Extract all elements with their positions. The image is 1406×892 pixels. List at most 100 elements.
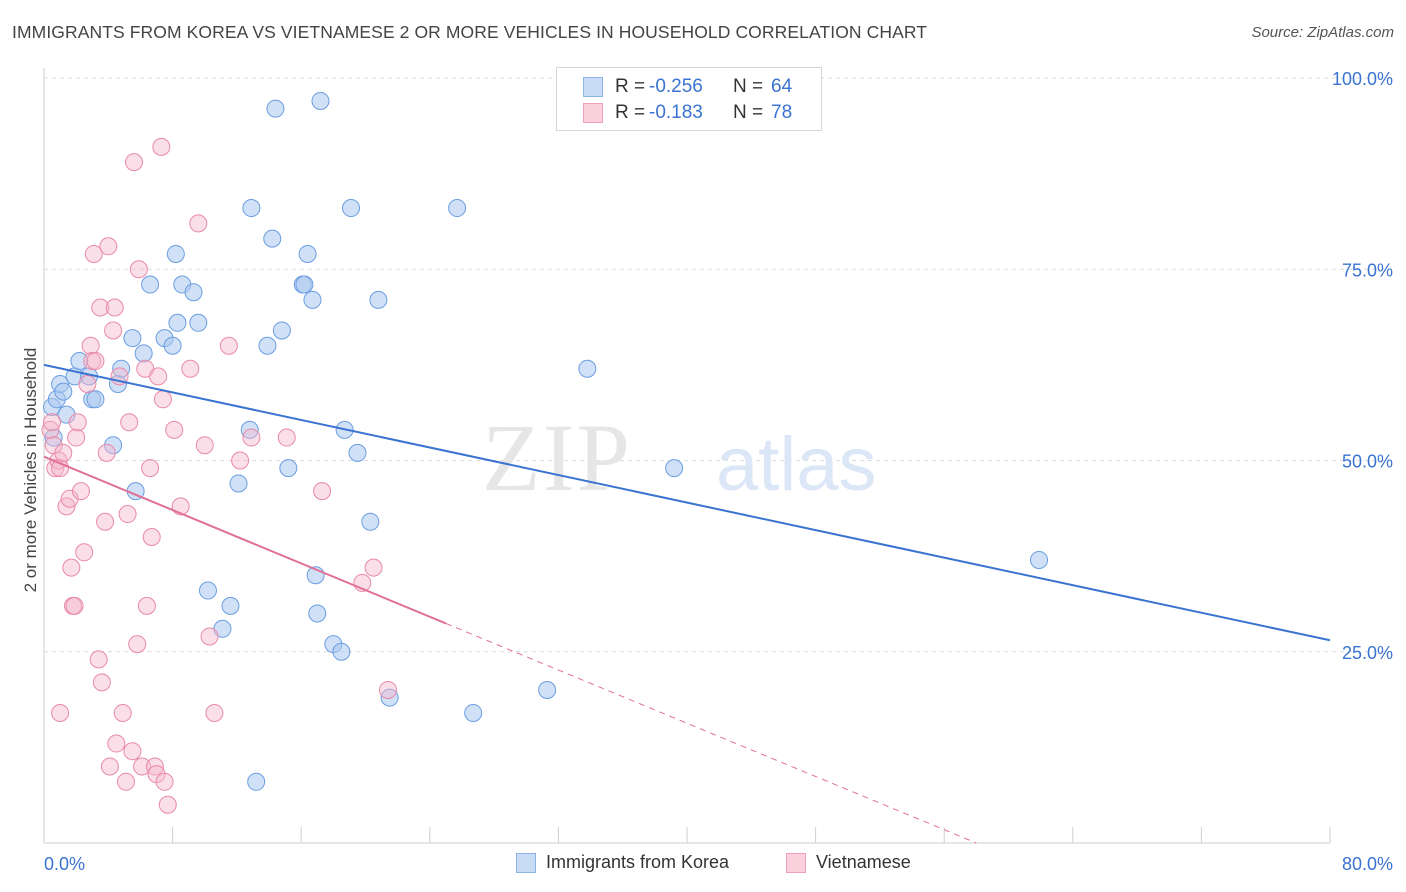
y-tick-label: 100.0% xyxy=(1332,69,1393,89)
point-vietnamese xyxy=(86,352,105,371)
point-vietnamese xyxy=(68,413,87,432)
point-korea xyxy=(311,91,330,110)
point-vietnamese xyxy=(99,237,118,256)
point-korea xyxy=(221,596,240,615)
point-korea xyxy=(86,390,105,409)
point-korea xyxy=(332,642,351,661)
point-korea xyxy=(538,681,557,699)
point-korea xyxy=(184,283,203,302)
point-vietnamese xyxy=(219,336,238,355)
legend-swatch-korea xyxy=(583,77,603,97)
series-korea-points xyxy=(43,91,1049,791)
point-korea xyxy=(295,275,314,294)
point-korea xyxy=(166,244,185,263)
point-korea xyxy=(348,443,367,462)
x-tick-label-max: 80.0% xyxy=(1342,854,1393,874)
point-vietnamese xyxy=(231,451,250,470)
point-vietnamese xyxy=(67,428,86,447)
point-vietnamese xyxy=(195,436,214,455)
point-vietnamese xyxy=(78,375,97,393)
legend-n-value: 64 xyxy=(771,76,793,97)
point-korea xyxy=(104,436,123,455)
point-korea xyxy=(141,275,160,294)
point-vietnamese xyxy=(96,512,115,531)
point-vietnamese xyxy=(120,413,139,432)
point-vietnamese xyxy=(133,757,152,776)
point-vietnamese xyxy=(51,703,70,722)
point-vietnamese xyxy=(89,650,108,669)
point-vietnamese xyxy=(123,742,142,761)
point-vietnamese xyxy=(105,298,124,317)
trend-line-vietnamese-extension xyxy=(445,622,977,844)
watermark-zip: ZIP xyxy=(482,404,632,511)
legend-swatch-vietnamese xyxy=(583,103,603,123)
bottom-legend-swatch-vietnamese xyxy=(786,853,806,873)
point-vietnamese xyxy=(97,443,116,462)
legend-n-label: N = xyxy=(733,76,764,97)
y-tick-label: 25.0% xyxy=(1342,643,1393,663)
point-korea xyxy=(303,290,322,309)
point-korea xyxy=(112,359,131,378)
point-vietnamese xyxy=(71,482,90,501)
point-korea xyxy=(168,313,187,332)
tick-labels: 100.0% 75.0% 50.0% 25.0% 0.0% 80.0% xyxy=(44,69,1393,874)
point-korea xyxy=(242,199,261,218)
point-korea xyxy=(665,459,684,478)
point-korea xyxy=(279,459,298,478)
source-label: Source: ZipAtlas.com xyxy=(1251,24,1394,41)
watermark: ZIP atlas xyxy=(482,404,877,511)
point-vietnamese xyxy=(51,459,70,478)
point-vietnamese xyxy=(313,482,332,501)
point-vietnamese xyxy=(92,673,111,692)
point-korea xyxy=(578,359,597,378)
point-korea xyxy=(448,199,467,218)
x-tick-label-min: 0.0% xyxy=(44,854,85,874)
gridlines xyxy=(44,77,1392,653)
watermark-atlas: atlas xyxy=(716,422,877,507)
legend-r-value: -0.183 xyxy=(649,102,703,123)
point-korea xyxy=(298,244,317,263)
point-vietnamese xyxy=(200,627,219,646)
point-vietnamese xyxy=(75,543,94,562)
point-vietnamese xyxy=(100,757,119,776)
point-korea xyxy=(380,688,399,707)
point-korea xyxy=(198,581,217,600)
series-vietnamese-points xyxy=(41,137,398,814)
y-tick-label: 50.0% xyxy=(1342,452,1393,472)
point-vietnamese xyxy=(155,772,174,791)
point-korea xyxy=(272,321,291,340)
point-vietnamese xyxy=(141,459,160,478)
point-korea xyxy=(342,199,361,218)
bottom-legend-swatch-korea xyxy=(516,853,536,873)
point-vietnamese xyxy=(54,443,73,462)
point-vietnamese xyxy=(158,795,177,814)
legend-r-value: -0.256 xyxy=(649,76,703,97)
point-korea xyxy=(54,382,73,401)
point-korea xyxy=(189,313,208,332)
point-korea xyxy=(258,336,277,355)
trend-line-vietnamese xyxy=(43,455,447,625)
trend-line-korea xyxy=(43,363,1331,642)
point-vietnamese xyxy=(107,734,126,753)
y-tick-label: 75.0% xyxy=(1342,260,1393,280)
point-vietnamese xyxy=(137,596,156,615)
point-vietnamese xyxy=(364,558,383,577)
point-vietnamese xyxy=(62,558,81,577)
correlation-legend: R = -0.256 N = 64 R = -0.183 N = 78 xyxy=(556,67,822,131)
bottom-legend-label-vietnamese: Vietnamese xyxy=(816,852,911,872)
point-korea xyxy=(308,604,327,623)
point-vietnamese xyxy=(205,703,224,722)
point-vietnamese xyxy=(43,413,62,432)
point-korea xyxy=(123,329,142,348)
point-vietnamese xyxy=(128,635,147,654)
point-vietnamese xyxy=(118,505,137,524)
bottom-legend-label-korea: Immigrants from Korea xyxy=(546,852,730,872)
point-korea xyxy=(1030,550,1049,569)
point-vietnamese xyxy=(152,137,171,156)
point-korea xyxy=(163,336,182,355)
point-vietnamese xyxy=(129,260,148,279)
point-vietnamese xyxy=(149,367,168,386)
point-korea xyxy=(247,772,266,791)
legend-n-value: 78 xyxy=(771,102,793,123)
point-korea xyxy=(361,512,380,531)
